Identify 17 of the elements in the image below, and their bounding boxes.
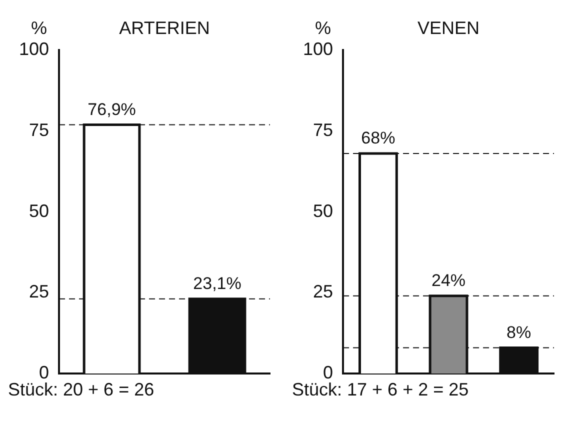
- chart-title: VENEN: [418, 18, 480, 38]
- y-tick-label: 50: [313, 200, 334, 221]
- y-axis-title: %: [31, 18, 48, 38]
- data-label: 23,1%: [193, 274, 242, 294]
- data-label: 8%: [506, 322, 532, 342]
- y-tick-label: 100: [302, 38, 334, 59]
- y-tick-label: 25: [29, 282, 50, 302]
- data-label: 68%: [361, 128, 396, 148]
- data-label: 24%: [432, 271, 466, 290]
- y-tick-label: 100: [18, 38, 50, 59]
- y-tick-label: 50: [29, 200, 50, 221]
- chart-title: ARTERIEN: [119, 18, 210, 38]
- y-axis-title: %: [315, 18, 332, 38]
- y-tick-label: 25: [313, 282, 334, 302]
- y-tick-label: 75: [29, 120, 50, 140]
- data-label: 76,9%: [88, 100, 136, 119]
- y-tick-label: 75: [313, 120, 334, 140]
